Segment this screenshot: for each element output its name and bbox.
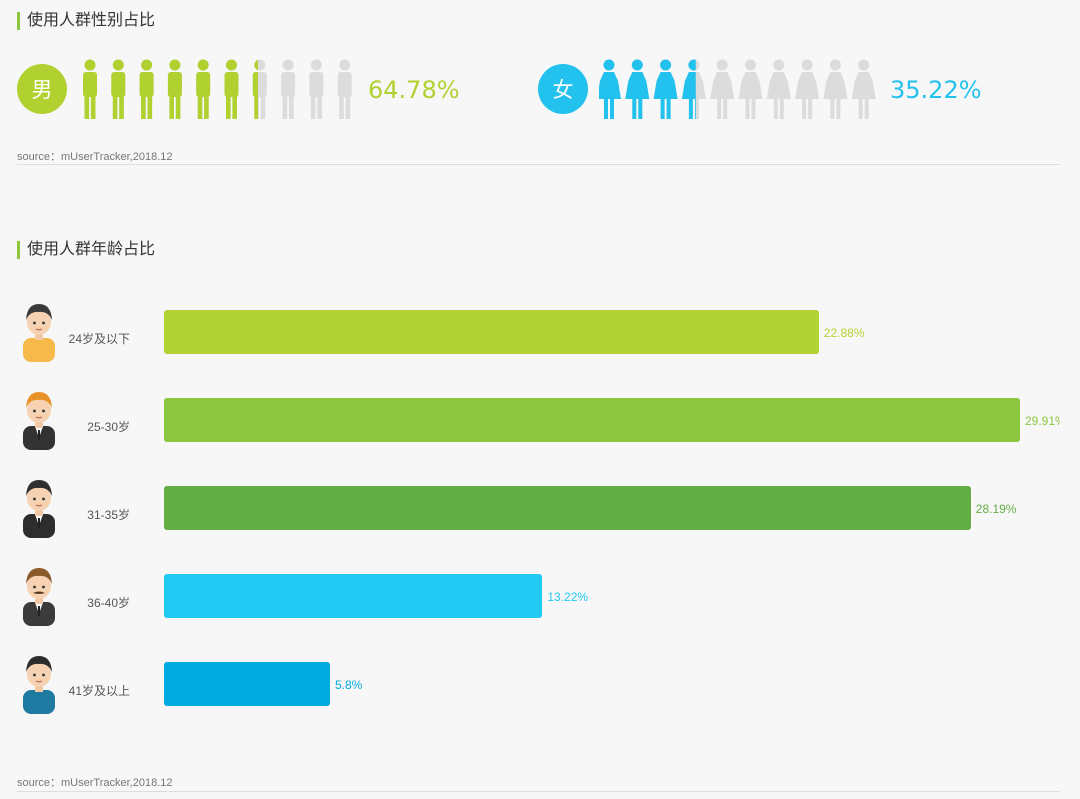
- age-bar: [164, 398, 1020, 442]
- figure-icon-inactive: [281, 59, 296, 119]
- figure-icon-inactive: [309, 59, 324, 119]
- mustache-man-avatar-icon: [17, 562, 61, 631]
- figure-icon-inactive: [738, 59, 763, 119]
- man-in-suit-avatar-icon: [17, 386, 61, 455]
- age-category-label: 25-30岁: [87, 420, 130, 434]
- figure-icon-active: [625, 59, 650, 119]
- gender-section-title: 使用人群性别占比: [17, 12, 155, 30]
- figure-icon-active: [599, 59, 621, 119]
- female-pictograph: [599, 59, 876, 119]
- male-pictograph: [83, 59, 352, 119]
- age-section-title: 使用人群年龄占比: [17, 241, 155, 259]
- male-badge: 男: [17, 64, 67, 114]
- figure-icon-active: [83, 59, 97, 119]
- figure-icon-active: [139, 59, 154, 119]
- figure-icon-inactive: [851, 59, 876, 119]
- age-value-label: 5.8%: [334, 678, 363, 692]
- age-bar: [164, 574, 543, 618]
- age-value-label: 13.22%: [547, 590, 589, 604]
- age-source-note: source：mUserTracker,2018.12: [17, 777, 173, 789]
- figure-icon-active: [196, 59, 211, 119]
- age-category-label: 31-35岁: [87, 508, 130, 522]
- figure-icon-active: [653, 59, 678, 119]
- age-section-divider: [17, 791, 1060, 792]
- figure-icon-inactive: [710, 59, 735, 119]
- figure-icon-active: [111, 59, 126, 119]
- figure-icon-inactive: [337, 59, 352, 119]
- figure-icon-inactive: [823, 59, 848, 119]
- male-percentage: 64.78%: [368, 76, 460, 104]
- businessman-avatar-icon: [17, 474, 61, 543]
- age-category-label: 36-40岁: [87, 596, 130, 610]
- figure-icon-active: [252, 59, 258, 119]
- young-man-avatar-icon: [17, 298, 61, 367]
- female-badge: 女: [538, 64, 588, 114]
- figure-icon-active: [167, 59, 182, 119]
- figure-icon-active: [224, 59, 239, 119]
- gender-source-note: source：mUserTracker,2018.12: [17, 151, 173, 163]
- figure-icon-active: [681, 59, 696, 119]
- age-bar: [164, 310, 819, 354]
- age-category-label: 24岁及以下: [68, 332, 130, 346]
- age-bar: [164, 662, 330, 706]
- age-value-label: 28.19%: [975, 502, 1017, 516]
- figure-icon-inactive: [795, 59, 820, 119]
- age-value-label: 22.88%: [823, 326, 865, 340]
- figure-icon-inactive: [766, 59, 791, 119]
- older-man-avatar-icon: [17, 650, 61, 719]
- age-value-label: 29.91%: [1025, 414, 1060, 428]
- age-bar: [164, 486, 971, 530]
- female-percentage: 35.22%: [890, 76, 982, 104]
- age-category-label: 41岁及以上: [68, 684, 130, 698]
- gender-section-divider: [17, 164, 1060, 165]
